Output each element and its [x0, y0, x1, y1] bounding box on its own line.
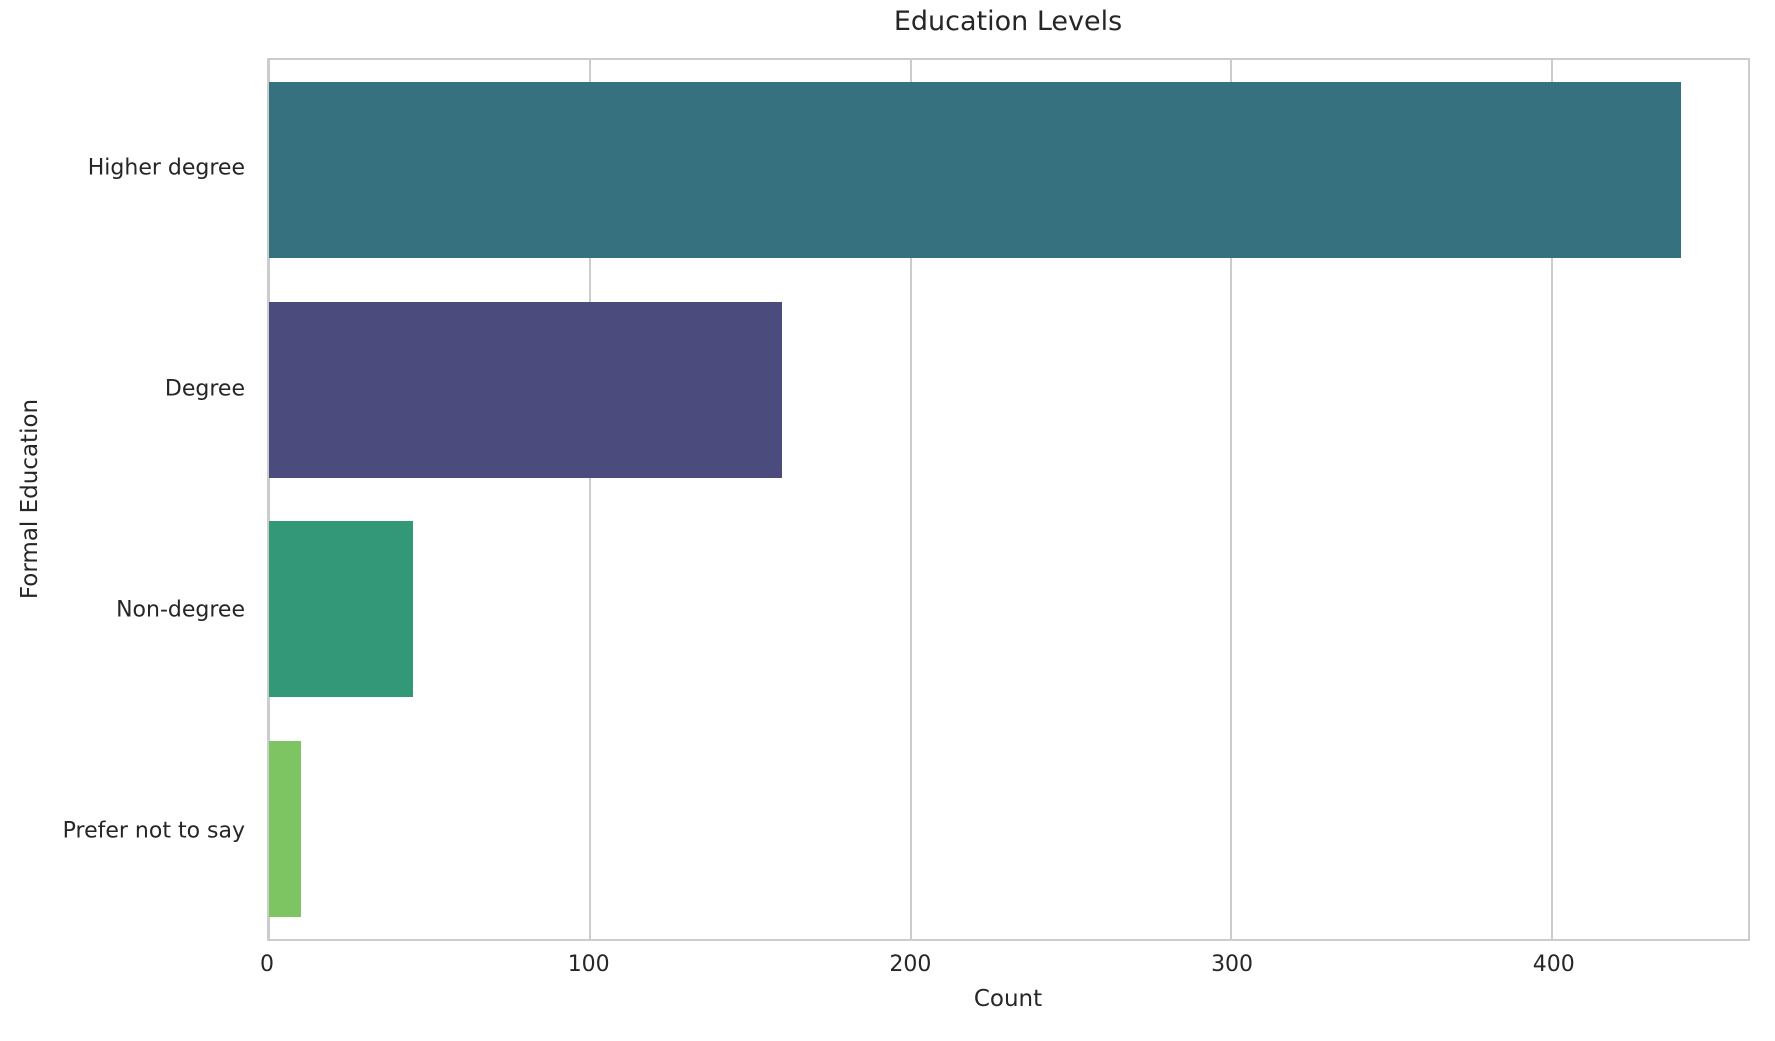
gridline-x-100: [588, 60, 591, 939]
gridline-x-0: [268, 60, 270, 939]
plot-area: [267, 58, 1750, 941]
x-tick-label-200: 200: [889, 952, 932, 977]
x-tick-label-400: 400: [1532, 952, 1575, 977]
x-axis-label: Count: [973, 986, 1043, 1012]
bar-degree: [269, 301, 783, 478]
gridline-x-300: [1230, 60, 1233, 939]
x-tick-label-0: 0: [260, 952, 274, 977]
bar-higher-degree: [269, 81, 1681, 258]
y-tick-label-prefer-not-to-say: Prefer not to say: [62, 818, 245, 844]
bar-row-non-degree: [269, 500, 1748, 720]
x-tick-label-100: 100: [567, 952, 610, 977]
bar-non-degree: [269, 521, 414, 698]
gridline-x-200: [909, 60, 912, 939]
gridline-x-400: [1551, 60, 1554, 939]
chart-title: Education Levels: [893, 6, 1123, 37]
y-tick-label-non-degree: Non-degree: [116, 597, 245, 623]
x-tick-label-300: 300: [1211, 952, 1254, 977]
bar-row-higher-degree: [269, 60, 1748, 280]
y-tick-label-degree: Degree: [164, 376, 245, 402]
y-tick-labels: Higher degree Degree Non-degree Prefer not …: [0, 58, 245, 941]
bar-row-degree: [269, 280, 1748, 500]
bar-row-prefer-not-to-say: [269, 719, 1748, 939]
y-tick-label-higher-degree: Higher degree: [87, 155, 245, 181]
x-tick-labels: 0 100 200 300 400: [260, 952, 1750, 982]
bar-prefer-not-to-say: [269, 741, 302, 918]
